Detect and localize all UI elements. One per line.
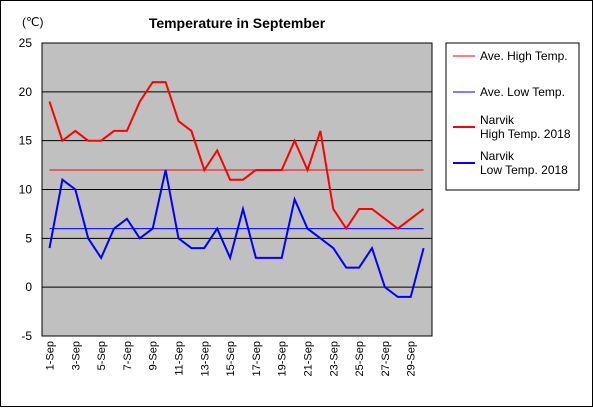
y-tick-label: 0 (25, 280, 32, 294)
x-tick-label: 11-Sep (174, 341, 186, 376)
y-axis: -5 0 5 10 15 20 25 (19, 36, 33, 343)
legend-label: Ave. Low Temp. (480, 85, 565, 99)
x-tick-label: 29-Sep (406, 341, 418, 376)
x-tick-label: 27-Sep (380, 341, 392, 376)
unit-label: (℃) (22, 15, 43, 29)
x-tick-label: 25-Sep (354, 341, 366, 376)
x-tick-label: 13-Sep (199, 341, 211, 376)
x-tick-label: 19-Sep (277, 341, 289, 376)
x-tick-label: 3-Sep (70, 341, 82, 370)
y-tick-label: 25 (19, 36, 33, 50)
y-tick-label: -5 (21, 329, 32, 343)
legend-label: Low Temp. 2018 (480, 163, 568, 177)
series-line-3 (48, 169, 425, 298)
y-tick-label: 10 (19, 183, 33, 197)
series-layer (48, 81, 425, 298)
legend: Ave. High Temp.Ave. Low Temp.NarvikHigh … (453, 49, 571, 177)
x-tick-label: 23-Sep (328, 341, 340, 376)
y-tick-label: 15 (19, 134, 33, 148)
x-tick-label: 21-Sep (303, 341, 315, 376)
x-axis: 1-Sep 3-Sep 5-Sep 7-Sep 9-Sep 11-Sep 13-Sep 15-… (45, 341, 418, 376)
x-tick-label: 17-Sep (251, 341, 263, 376)
legend-label: Narvik (480, 113, 515, 127)
legend-box (445, 42, 580, 191)
y-tick-label: 5 (25, 231, 32, 245)
x-tick-label: 7-Sep (122, 341, 134, 370)
legend-label: Narvik (480, 149, 515, 163)
x-tick-label: 5-Sep (96, 341, 108, 370)
legend-label: High Temp. 2018 (480, 127, 571, 141)
x-tick-label: 1-Sep (45, 341, 57, 370)
grid-layer (42, 91, 432, 288)
x-tick-label: 15-Sep (225, 341, 237, 376)
x-tick-label: 9-Sep (148, 341, 160, 370)
y-tick-label: 20 (19, 85, 33, 99)
chart-title: Temperature in September (149, 15, 326, 31)
legend-label: Ave. High Temp. (480, 49, 568, 63)
series-line-2 (48, 81, 425, 231)
